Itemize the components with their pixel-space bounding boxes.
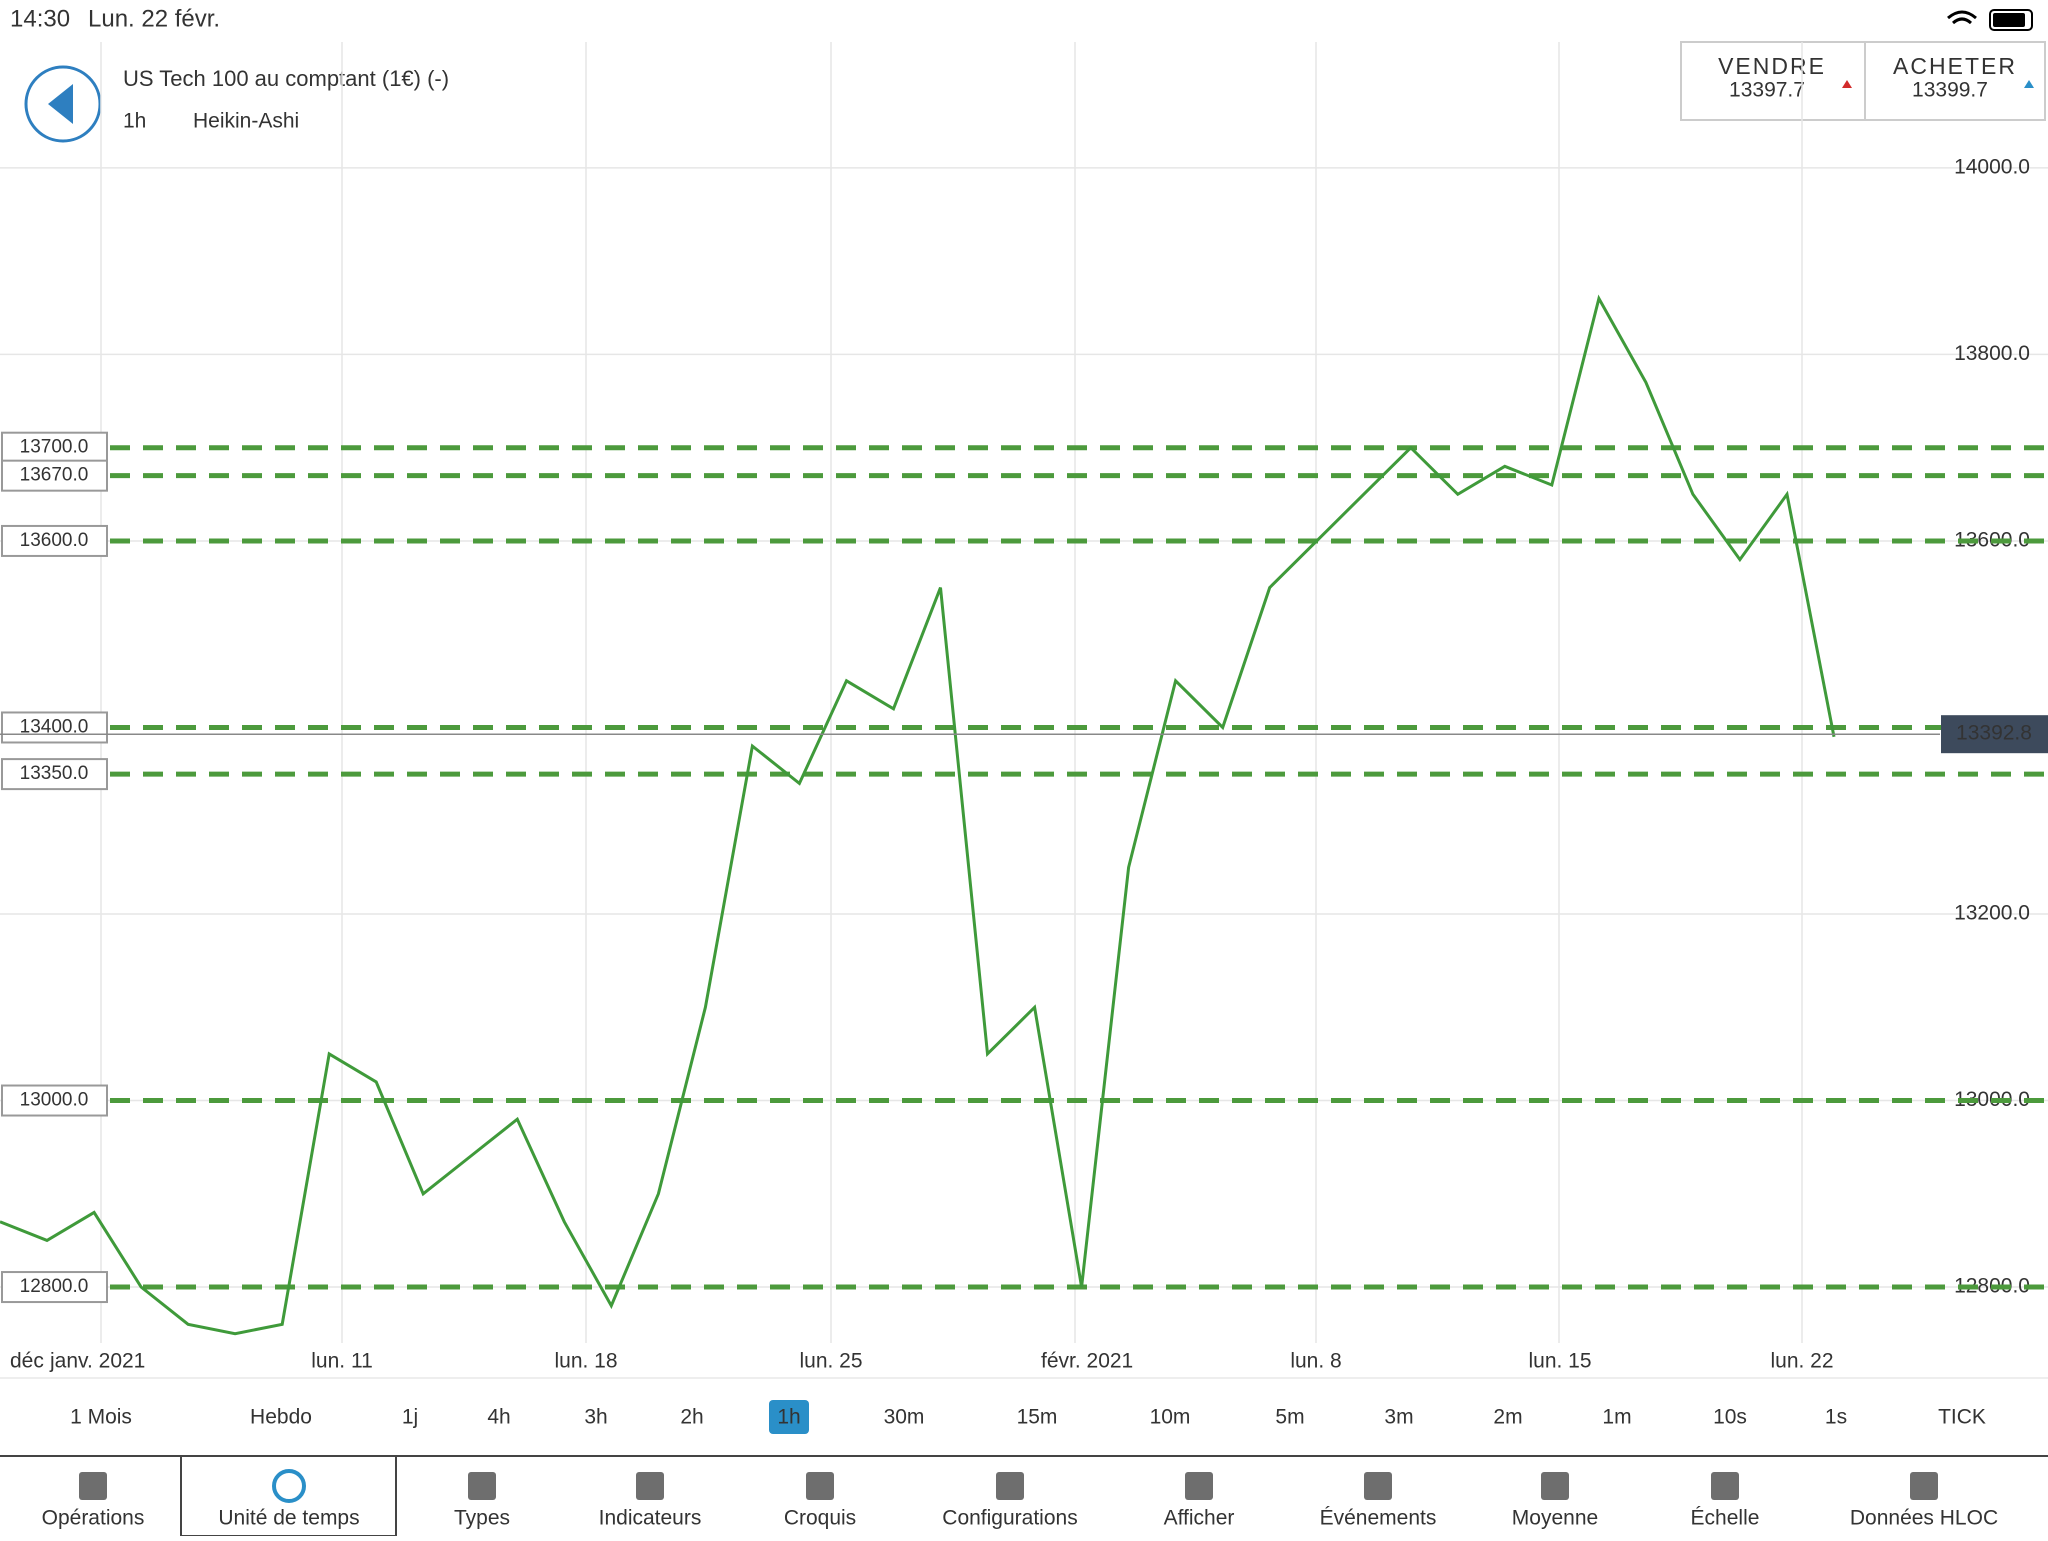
quote-box: VENDRE 13397.7 ACHETER 13399.7 (1680, 41, 2046, 121)
battery-level (1993, 13, 2025, 27)
level-label-box (1, 1084, 108, 1117)
timeframe-option[interactable]: 2h (680, 1406, 703, 1429)
toolbar-icon[interactable] (636, 1472, 664, 1500)
y-tick-label: 13200.0 (1954, 902, 2030, 925)
toolbar-label[interactable]: Échelle (1691, 1507, 1760, 1530)
level-label-box (1, 431, 108, 464)
toolbar-icon[interactable] (806, 1472, 834, 1500)
level-label-box (1, 524, 108, 557)
level-label-box (1, 711, 108, 744)
toolbar-label[interactable]: Afficher (1164, 1507, 1235, 1530)
toolbar-label[interactable]: Données HLOC (1850, 1507, 1998, 1530)
timeframe-option[interactable]: 3m (1384, 1406, 1413, 1429)
timeframe-label: 1h (123, 110, 146, 133)
sell-price[interactable]: 13397.7 (1729, 79, 1805, 102)
timeframe-option[interactable]: 1h (777, 1406, 800, 1429)
timeframe-option[interactable]: 15m (1017, 1406, 1058, 1429)
back-button[interactable] (24, 65, 102, 143)
level-label: 12800.0 (20, 1276, 89, 1297)
toolbar-icon[interactable] (1364, 1472, 1392, 1500)
back-circle[interactable] (24, 65, 102, 143)
current-price-badge (1941, 715, 2048, 754)
status-time: 14:30 (10, 5, 70, 32)
toolbar-icon[interactable] (1541, 1472, 1569, 1500)
status-date: Lun. 22 févr. (88, 5, 220, 32)
quote-frame (1680, 41, 2046, 121)
toolbar-label[interactable]: Types (454, 1507, 510, 1530)
timeframe-option[interactable]: 30m (884, 1406, 925, 1429)
active-timeframe-box[interactable] (769, 1400, 809, 1434)
toolbar-icon[interactable] (1711, 1472, 1739, 1500)
toolbar-label[interactable]: Opérations (42, 1507, 145, 1530)
toolbar-icon[interactable] (1185, 1472, 1213, 1500)
timeframe-option[interactable]: 10s (1713, 1406, 1747, 1429)
sell-arrow (1842, 80, 1852, 88)
level-label-box (1, 1271, 108, 1304)
x-tick-label: lun. 22 (1770, 1350, 1833, 1373)
timeframe-option[interactable]: 3h (584, 1406, 607, 1429)
toolbar-icon[interactable] (79, 1472, 107, 1500)
timeframe-option[interactable]: 4h (487, 1406, 510, 1429)
timeframe-option[interactable]: 5m (1275, 1406, 1304, 1429)
buy-arrow (2024, 80, 2034, 88)
x-tick-label: lun. 15 (1528, 1350, 1591, 1373)
timeframe-option[interactable]: 1m (1602, 1406, 1631, 1429)
current-price-label: 13392.8 (1956, 722, 2032, 745)
toolbar-label[interactable]: Événements (1320, 1507, 1437, 1530)
toolbar-icon[interactable] (468, 1472, 496, 1500)
level-label: 13600.0 (20, 530, 89, 551)
toolbar-label[interactable]: Unité de temps (218, 1507, 359, 1530)
timeframe-option[interactable]: 1j (402, 1406, 418, 1429)
buy-label[interactable]: ACHETER (1893, 53, 2017, 79)
level-label: 13400.0 (20, 716, 89, 737)
toolbar-icon[interactable] (1910, 1472, 1938, 1500)
level-label-box (1, 459, 108, 492)
toolbar-label[interactable]: Configurations (942, 1507, 1077, 1530)
price-line (0, 294, 1836, 1336)
toolbar-label[interactable]: Indicateurs (599, 1507, 702, 1530)
toolbar-icon[interactable] (996, 1472, 1024, 1500)
level-label: 13700.0 (20, 437, 89, 458)
x-tick-label: déc (10, 1350, 44, 1373)
chart-style: Heikin-Ashi (193, 110, 299, 133)
x-tick-label: lun. 11 (311, 1350, 373, 1373)
x-tick-label: lun. 8 (1290, 1350, 1341, 1373)
x-tick-label: lun. 18 (554, 1350, 617, 1373)
instrument-name: US Tech 100 au comptant (1€) (-) (123, 66, 449, 91)
x-tick-label: janv. 2021 (49, 1350, 145, 1373)
toolbar-label[interactable]: Moyenne (1512, 1507, 1598, 1530)
back-arrow[interactable] (48, 84, 73, 124)
level-label: 13000.0 (20, 1090, 89, 1111)
timeframe-option[interactable]: 2m (1493, 1406, 1522, 1429)
timeframe-option[interactable]: Hebdo (250, 1406, 312, 1429)
timeframe-option[interactable]: 1s (1825, 1406, 1847, 1429)
sell-label[interactable]: VENDRE (1718, 53, 1826, 79)
battery (1989, 9, 2033, 31)
level-label: 13350.0 (20, 763, 89, 784)
x-tick-label: févr. 2021 (1041, 1350, 1133, 1373)
buy-price[interactable]: 13399.7 (1912, 79, 1988, 102)
timeframe-option[interactable]: TICK (1938, 1406, 1986, 1429)
timeframe-option[interactable]: 1 Mois (70, 1406, 132, 1429)
wifi (1947, 10, 1977, 25)
toolbar-icon[interactable] (272, 1469, 306, 1503)
y-tick-label: 13800.0 (1954, 342, 2030, 365)
timeframe-option[interactable]: 10m (1150, 1406, 1191, 1429)
toolbar-label[interactable]: Croquis (784, 1507, 856, 1530)
y-tick-label: 14000.0 (1954, 155, 2030, 178)
level-label-box (1, 758, 108, 791)
level-label: 13670.0 (20, 465, 89, 486)
x-tick-label: lun. 25 (799, 1350, 862, 1373)
